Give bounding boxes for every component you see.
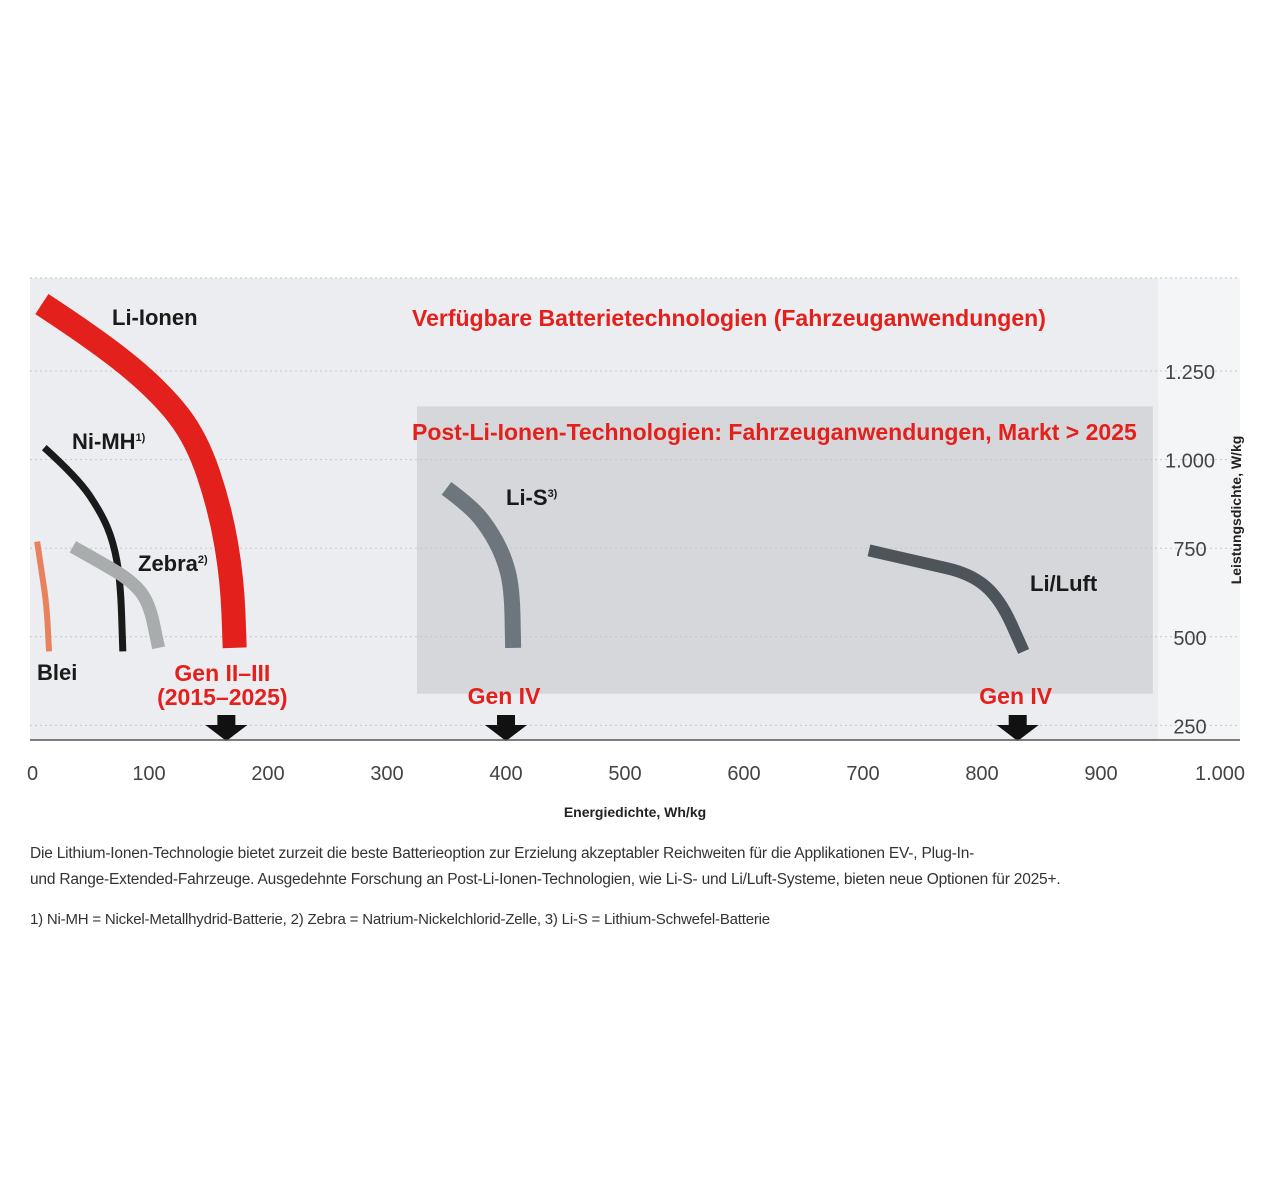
- label-zebra-footnote: 2): [198, 554, 208, 566]
- generation-2-arrow: [485, 715, 527, 741]
- x-tick-300: 300: [370, 763, 403, 785]
- generation-3-label: Gen IV: [979, 683, 1053, 709]
- series-li-luft: [867, 544, 1030, 654]
- label-zebra: Zebra2): [138, 551, 208, 576]
- y-axis-label: Leistungsdichte, W/kg: [1228, 436, 1244, 585]
- chart: Li-IonenNi-MH1)Zebra2)BleiLi-S3)Li/LuftV…: [27, 277, 1245, 820]
- y-tick-500: 500: [1173, 628, 1206, 650]
- x-tick-900: 900: [1084, 763, 1117, 785]
- generation-2-label: Gen IV: [468, 683, 542, 709]
- generation-1-arrow: [205, 715, 248, 741]
- series-li-s: [441, 481, 522, 649]
- region-label: Post-Li-Ionen-Technologien: Fahrzeuganwe…: [412, 419, 1137, 445]
- label-ni-mh-footnote: 1): [136, 432, 146, 444]
- footnote: 1) Ni-MH = Nickel-Metallhydrid-Batterie,…: [30, 911, 770, 928]
- generation-3-arrow: [996, 715, 1039, 741]
- x-tick-0: 0: [27, 763, 38, 785]
- chart-title: Verfügbare Batterietechnologien (Fahrzeu…: [412, 305, 1046, 331]
- y-tick-250: 250: [1173, 716, 1206, 738]
- label-li-luft: Li/Luft: [1030, 571, 1098, 596]
- label-ni-mh: Ni-MH1): [72, 429, 146, 454]
- x-tick-600: 600: [727, 763, 760, 785]
- series-blei: [34, 541, 53, 652]
- y-tick-1-250: 1.250: [1165, 362, 1215, 384]
- series-zebra: [69, 541, 165, 650]
- y-tick-1-000: 1.000: [1165, 451, 1215, 473]
- y-tick-750: 750: [1173, 539, 1206, 561]
- caption-line-2: und Range-Extended-Fahrzeuge. Ausgedehnt…: [30, 871, 1061, 888]
- label-li-ionen: Li-Ionen: [112, 305, 198, 330]
- generation-1-label: Gen II–III: [174, 660, 270, 686]
- x-tick-100: 100: [132, 763, 165, 785]
- x-tick-500: 500: [608, 763, 641, 785]
- label-blei: Blei: [37, 660, 77, 685]
- y-axis-strip: [1158, 278, 1240, 740]
- x-tick-400: 400: [489, 763, 522, 785]
- x-tick-700: 700: [846, 763, 879, 785]
- label-li-s-footnote: 3): [548, 488, 558, 500]
- post-li-ion-region: [417, 406, 1153, 694]
- caption-line-1: Die Lithium-Ionen-Technologie bietet zur…: [30, 845, 975, 862]
- series-li-ionen: [35, 294, 247, 649]
- generation-1-sublabel: (2015–2025): [157, 684, 287, 710]
- x-tick-1-000: 1.000: [1195, 763, 1245, 785]
- x-tick-200: 200: [251, 763, 284, 785]
- x-tick-800: 800: [965, 763, 998, 785]
- x-axis-label: Energiedichte, Wh/kg: [564, 804, 706, 820]
